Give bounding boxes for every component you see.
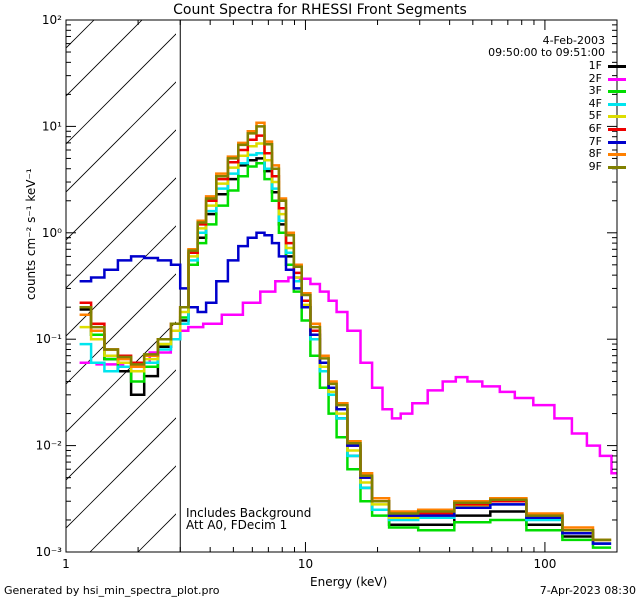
hatch-line — [66, 20, 143, 97]
x-tick-label: 100 — [533, 557, 556, 571]
observation-date: 4-Feb-2003 — [542, 34, 605, 47]
x-tick-label: 1 — [62, 557, 70, 571]
y-axis-label: counts cm⁻² s⁻¹ keV⁻¹ — [24, 168, 38, 300]
series-layer — [79, 121, 617, 549]
series-2f — [79, 276, 617, 475]
legend-item: 6F — [566, 122, 626, 135]
series-9f — [79, 125, 612, 542]
legend-label: 7F — [588, 134, 602, 148]
legend-label: 2F — [588, 71, 602, 85]
series-6f — [79, 134, 612, 542]
legend-label: 8F — [588, 147, 602, 161]
series-4f — [79, 151, 612, 545]
legend-swatch — [608, 140, 626, 144]
hatch-line — [66, 81, 176, 193]
series-3f — [79, 162, 612, 549]
legend-label: 6F — [588, 122, 602, 135]
y-tick-label: 10¹ — [42, 119, 62, 133]
legend-swatch — [608, 153, 626, 157]
legend-swatch — [608, 115, 626, 119]
observation-time-range: 09:50:00 to 09:51:00 — [488, 46, 605, 59]
hatch-line — [137, 513, 176, 552]
legend-label: 9F — [588, 159, 602, 173]
hatch-line — [89, 465, 176, 552]
axis-tick-labels: 1 10 100 10⁻³ 10⁻² 10⁻¹ 10⁰ 10¹ 10² — [36, 13, 557, 571]
x-tick-label: 10 — [298, 557, 313, 571]
legend-item: 9F — [566, 159, 626, 173]
hatch-line — [66, 129, 176, 241]
legend-swatch — [608, 65, 626, 68]
footer-generator: Generated by hsi_min_spectra_plot.pro — [4, 584, 220, 597]
plot-frame — [65, 19, 618, 553]
legend-label: 4F — [588, 96, 602, 110]
note-background: Includes Background — [186, 506, 312, 520]
hatch-line — [66, 33, 176, 145]
legend-swatch — [608, 77, 626, 81]
legend-item: 3F — [566, 84, 626, 98]
y-axis-label-wrap: counts cm⁻² s⁻¹ keV⁻¹ — [20, 168, 39, 300]
series-8f — [79, 121, 612, 542]
hatch-line — [66, 417, 176, 529]
legend-swatch — [608, 90, 626, 94]
chart-title: Count Spectra for RHESSI Front Segments — [173, 2, 467, 18]
x-axis-label: Energy (keV) — [310, 575, 388, 589]
axis-ticks — [65, 19, 618, 553]
series-1f — [79, 157, 612, 545]
y-tick-label: 10⁰ — [42, 226, 62, 240]
legend-item: 1F — [566, 59, 626, 72]
legend-label: 1F — [588, 59, 602, 72]
hatch-line — [66, 177, 176, 289]
footer-timestamp: 7-Apr-2023 08:30 — [539, 584, 636, 597]
hatch-line — [66, 369, 176, 481]
legend-item: 4F — [566, 96, 626, 110]
legend-swatch — [608, 128, 626, 131]
legend-label: 5F — [588, 109, 602, 123]
legend-label: 3F — [588, 84, 602, 98]
legend-swatch — [608, 165, 626, 169]
y-tick-label: 10⁻¹ — [36, 332, 63, 346]
y-tick-label: 10⁻² — [36, 439, 63, 453]
hatch-line — [66, 321, 176, 433]
legend-item: 8F — [566, 147, 626, 161]
y-tick-label: 10² — [42, 13, 62, 27]
legend-item: 5F — [566, 109, 626, 123]
excluded-energy-hatch — [66, 20, 176, 552]
legend-item: 2F — [566, 71, 626, 85]
y-tick-label: 10⁻³ — [36, 545, 63, 559]
note-attenuator: Att A0, FDecim 1 — [186, 518, 288, 532]
legend-item: 7F — [566, 134, 626, 148]
series-7f — [79, 231, 612, 545]
hatch-line — [66, 225, 176, 337]
legend-swatch — [608, 102, 626, 106]
series-5f — [79, 142, 612, 542]
